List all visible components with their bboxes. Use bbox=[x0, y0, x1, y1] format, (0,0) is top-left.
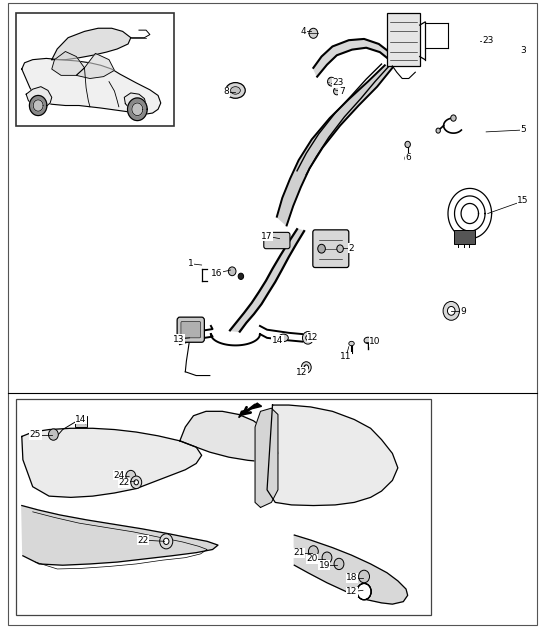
Text: 1: 1 bbox=[188, 259, 193, 268]
Circle shape bbox=[334, 87, 340, 95]
Circle shape bbox=[451, 115, 456, 121]
Circle shape bbox=[436, 128, 440, 133]
Ellipse shape bbox=[349, 341, 354, 345]
Text: 6: 6 bbox=[406, 153, 411, 162]
Text: 12: 12 bbox=[296, 368, 307, 377]
Circle shape bbox=[126, 470, 136, 482]
Ellipse shape bbox=[364, 337, 372, 344]
Text: 13: 13 bbox=[173, 335, 185, 344]
Circle shape bbox=[306, 335, 310, 340]
Polygon shape bbox=[33, 100, 43, 111]
Polygon shape bbox=[26, 87, 52, 108]
Polygon shape bbox=[52, 51, 84, 75]
Text: 22: 22 bbox=[137, 536, 148, 544]
Ellipse shape bbox=[226, 82, 245, 98]
Text: 18: 18 bbox=[346, 573, 358, 582]
Polygon shape bbox=[180, 411, 278, 462]
Text: 20: 20 bbox=[306, 555, 317, 563]
Bar bbox=[454, 230, 475, 244]
Polygon shape bbox=[22, 506, 218, 565]
FancyBboxPatch shape bbox=[313, 230, 349, 268]
Circle shape bbox=[160, 534, 173, 549]
Text: 25: 25 bbox=[30, 430, 41, 439]
Polygon shape bbox=[267, 405, 398, 506]
Circle shape bbox=[447, 306, 455, 315]
Text: 24: 24 bbox=[113, 471, 124, 480]
Circle shape bbox=[405, 141, 410, 148]
Text: 5: 5 bbox=[520, 126, 526, 134]
Text: 17: 17 bbox=[261, 232, 273, 241]
Polygon shape bbox=[128, 98, 147, 121]
Text: 14: 14 bbox=[75, 415, 86, 424]
Circle shape bbox=[357, 583, 371, 600]
Circle shape bbox=[308, 546, 318, 557]
Circle shape bbox=[134, 480, 138, 485]
Polygon shape bbox=[230, 229, 304, 332]
Text: 23: 23 bbox=[332, 78, 343, 87]
Polygon shape bbox=[76, 53, 114, 78]
Polygon shape bbox=[22, 58, 161, 114]
Polygon shape bbox=[52, 28, 131, 60]
Text: 19: 19 bbox=[318, 561, 330, 570]
Bar bbox=[387, 13, 420, 66]
Polygon shape bbox=[124, 93, 146, 113]
Circle shape bbox=[302, 332, 313, 344]
FancyBboxPatch shape bbox=[177, 317, 204, 342]
Text: 4: 4 bbox=[301, 27, 306, 36]
Polygon shape bbox=[448, 188, 492, 239]
Circle shape bbox=[238, 273, 244, 279]
Circle shape bbox=[228, 267, 236, 276]
Polygon shape bbox=[277, 65, 392, 225]
Circle shape bbox=[131, 476, 142, 489]
Ellipse shape bbox=[278, 334, 288, 342]
Circle shape bbox=[322, 552, 332, 563]
Text: 11: 11 bbox=[340, 352, 352, 361]
Circle shape bbox=[301, 362, 311, 373]
Bar bbox=[16, 13, 174, 126]
Circle shape bbox=[164, 538, 169, 544]
FancyBboxPatch shape bbox=[181, 322, 201, 338]
Text: 12: 12 bbox=[347, 587, 358, 596]
Circle shape bbox=[49, 429, 58, 440]
Circle shape bbox=[443, 301, 459, 320]
FancyBboxPatch shape bbox=[264, 232, 290, 249]
Text: 23: 23 bbox=[482, 36, 493, 45]
Text: 12: 12 bbox=[307, 333, 318, 342]
Circle shape bbox=[304, 365, 308, 370]
Polygon shape bbox=[239, 403, 262, 418]
Circle shape bbox=[359, 570, 370, 583]
Text: 3: 3 bbox=[520, 46, 526, 55]
Polygon shape bbox=[255, 408, 278, 507]
Polygon shape bbox=[29, 95, 47, 116]
Text: 7: 7 bbox=[339, 87, 344, 96]
Text: 2: 2 bbox=[348, 244, 354, 252]
Text: 21: 21 bbox=[293, 548, 304, 557]
Circle shape bbox=[337, 245, 343, 252]
Circle shape bbox=[309, 28, 318, 38]
Polygon shape bbox=[294, 535, 408, 604]
Circle shape bbox=[334, 558, 344, 570]
Polygon shape bbox=[22, 428, 202, 497]
Circle shape bbox=[328, 77, 335, 86]
Polygon shape bbox=[313, 39, 387, 77]
Circle shape bbox=[405, 155, 410, 161]
Text: 8: 8 bbox=[223, 87, 229, 96]
Text: 15: 15 bbox=[517, 197, 529, 205]
Text: 22: 22 bbox=[119, 479, 130, 487]
Ellipse shape bbox=[231, 87, 240, 94]
Polygon shape bbox=[132, 103, 143, 116]
Text: 10: 10 bbox=[369, 337, 381, 346]
Text: 9: 9 bbox=[461, 307, 466, 316]
Bar bbox=[75, 416, 87, 427]
Bar bbox=[16, 399, 431, 615]
Text: 14: 14 bbox=[272, 336, 283, 345]
Text: 16: 16 bbox=[211, 269, 223, 278]
Circle shape bbox=[318, 244, 325, 253]
